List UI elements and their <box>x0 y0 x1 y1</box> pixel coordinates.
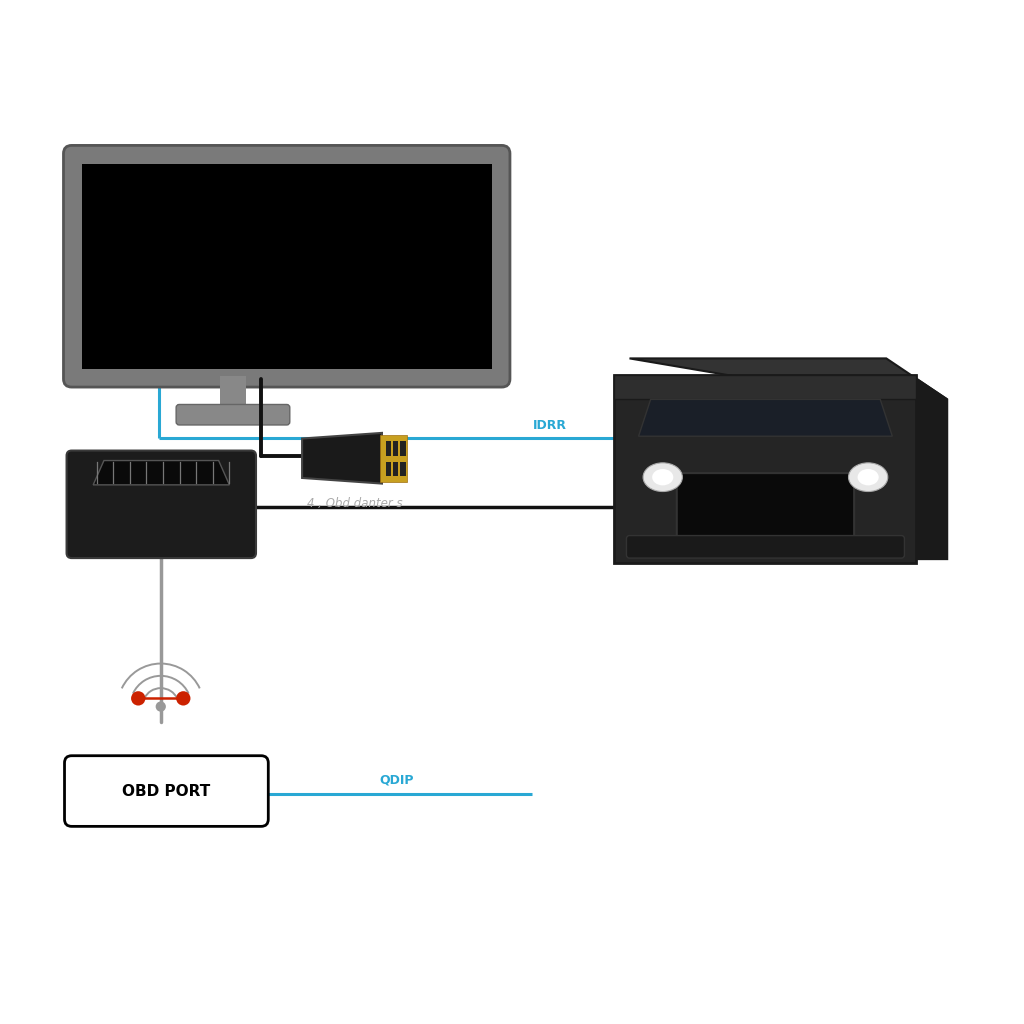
Bar <box>386 462 391 476</box>
Polygon shape <box>630 358 947 399</box>
Ellipse shape <box>652 469 674 485</box>
Circle shape <box>156 701 166 712</box>
Bar <box>386 441 391 456</box>
Bar <box>393 462 398 476</box>
Polygon shape <box>302 433 382 483</box>
Ellipse shape <box>857 469 879 485</box>
Polygon shape <box>639 399 892 436</box>
FancyBboxPatch shape <box>677 473 854 547</box>
FancyBboxPatch shape <box>176 404 290 425</box>
FancyBboxPatch shape <box>63 145 510 387</box>
Bar <box>82 164 492 369</box>
Bar <box>614 375 916 563</box>
Bar <box>400 462 406 476</box>
Text: QDIP: QDIP <box>379 773 414 786</box>
Bar <box>220 376 246 415</box>
Bar <box>400 441 406 456</box>
Text: IDRR: IDRR <box>532 419 566 432</box>
FancyBboxPatch shape <box>627 536 904 558</box>
Circle shape <box>176 691 190 706</box>
Ellipse shape <box>849 463 888 492</box>
FancyBboxPatch shape <box>65 756 268 826</box>
Polygon shape <box>93 461 229 485</box>
Bar <box>393 441 398 456</box>
Text: 4 , Obd danter s: 4 , Obd danter s <box>307 497 402 510</box>
FancyBboxPatch shape <box>67 451 256 558</box>
Text: OBD PORT: OBD PORT <box>122 783 211 799</box>
Bar <box>614 375 916 399</box>
Circle shape <box>131 691 145 706</box>
Ellipse shape <box>643 463 682 492</box>
Bar <box>380 434 407 482</box>
Polygon shape <box>916 379 947 559</box>
